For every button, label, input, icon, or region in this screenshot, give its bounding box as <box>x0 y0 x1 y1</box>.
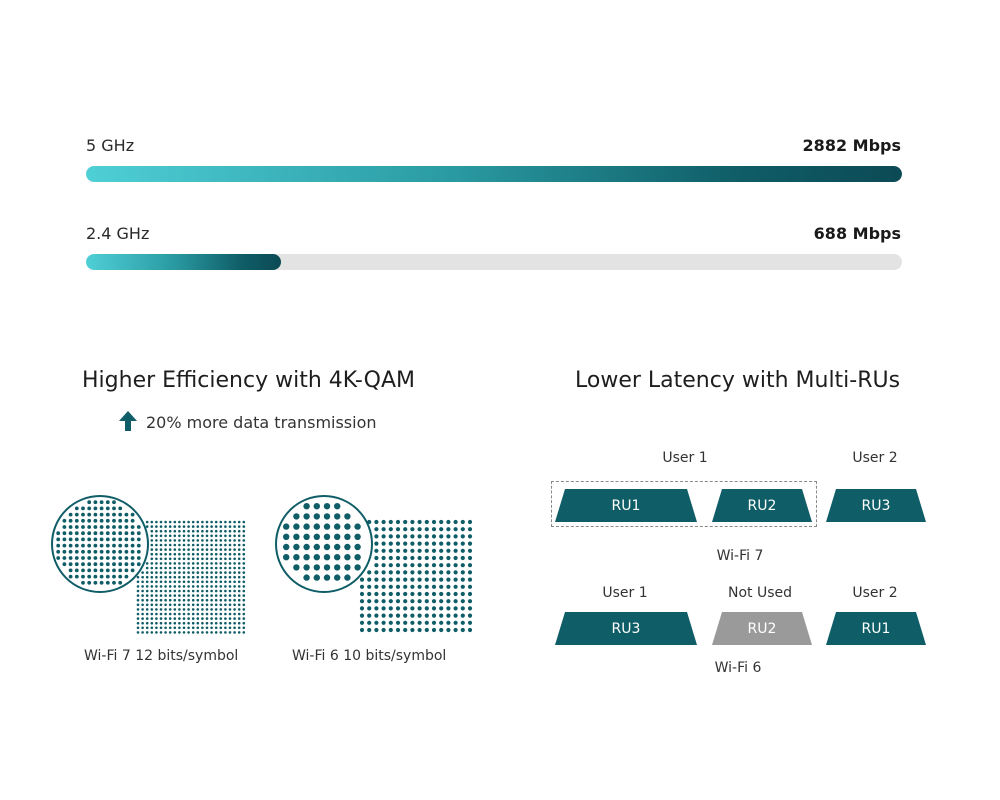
wifi7-user1-label: User 1 <box>662 450 708 466</box>
wifi7-ru3-block: RU3 <box>826 489 926 522</box>
arrow-up-icon <box>118 410 138 436</box>
wifi6-ru3-block: RU3 <box>555 612 697 645</box>
wifi7-user1-group-box <box>551 481 817 527</box>
wifi6-ru1-block: RU1 <box>826 612 926 645</box>
wifi6-ru1-label: RU1 <box>862 621 891 637</box>
band-5ghz-label: 5 GHz <box>86 136 135 155</box>
wifi6-qam-constellation <box>275 495 473 633</box>
band-5ghz-bar-fill <box>86 166 902 182</box>
wifi7-qam-constellation <box>51 495 246 634</box>
wifi6-ru2-unused-block: RU2 <box>712 612 812 645</box>
wifi7-user2-label: User 2 <box>852 450 898 466</box>
wifi6-ru3-label: RU3 <box>612 621 641 637</box>
wifi6-not-used-label: Not Used <box>727 585 793 601</box>
latency-title: Lower Latency with Multi-RUs <box>575 368 901 393</box>
efficiency-title: Higher Efficiency with 4K-QAM <box>82 368 415 393</box>
wifi6-user1-label: User 1 <box>602 585 648 601</box>
wifi7-ru2-block: RU2 <box>712 489 812 522</box>
qam-diagrams <box>51 495 473 634</box>
wifi7-ru1-block: RU1 <box>555 489 697 522</box>
band-24ghz-speed: 688 Mbps <box>813 224 901 243</box>
band-24ghz-bar-fill <box>86 254 281 270</box>
wifi7-caption: Wi-Fi 7 <box>716 548 764 564</box>
band-5ghz-speed: 2882 Mbps <box>802 136 901 155</box>
wifi6-ru2-label: RU2 <box>748 621 777 637</box>
efficiency-note: 20% more data transmission <box>146 413 377 432</box>
wifi6-user2-label: User 2 <box>852 585 898 601</box>
band-24ghz-bar-track <box>86 254 902 270</box>
wifi7-ru2-label: RU2 <box>748 498 777 514</box>
band-5ghz-bar-track <box>86 166 902 182</box>
wifi6-qam-caption: Wi-Fi 6 10 bits/symbol <box>292 648 447 664</box>
wifi7-ru1-label: RU1 <box>612 498 641 514</box>
band-24ghz-label: 2.4 GHz <box>86 224 150 243</box>
wifi6-caption: Wi-Fi 6 <box>714 660 762 676</box>
wifi7-ru3-label: RU3 <box>862 498 891 514</box>
wifi7-qam-caption: Wi-Fi 7 12 bits/symbol <box>84 648 239 664</box>
